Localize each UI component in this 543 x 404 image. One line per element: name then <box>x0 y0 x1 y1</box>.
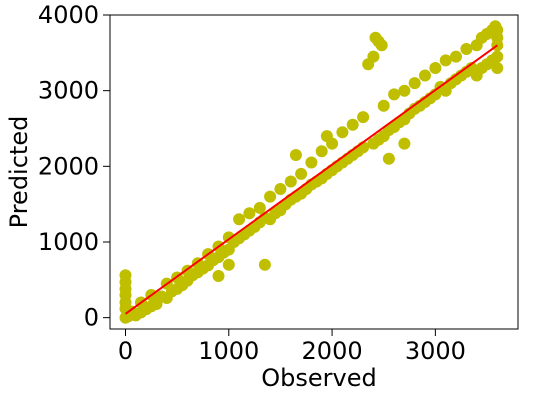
scatter-point <box>295 167 308 180</box>
y-axis-label: Predicted <box>5 116 33 229</box>
x-tick-label: 3000 <box>405 337 466 365</box>
scatter-point <box>336 126 349 139</box>
scatter-point <box>375 39 388 52</box>
scatter-point <box>439 54 452 67</box>
scatter-point <box>398 84 411 97</box>
scatter-point <box>450 50 462 63</box>
y-tick-label: 2000 <box>38 152 99 180</box>
y-axis-ticks: 0 1000 2000 3000 4000 <box>38 1 110 332</box>
y-tick-label: 4000 <box>38 1 99 29</box>
scatter-point <box>305 156 318 169</box>
scatter-point <box>377 99 390 112</box>
scatter-point <box>119 269 132 282</box>
scatter-point <box>258 258 271 271</box>
scatter-point <box>346 118 359 131</box>
scatter-point <box>212 270 225 282</box>
scatter-point <box>289 149 302 161</box>
x-tick-label: 0 <box>118 337 133 365</box>
scatter-points <box>119 20 504 324</box>
y-tick-label: 1000 <box>38 228 99 256</box>
scatter-point <box>388 88 401 101</box>
scatter-point <box>429 62 442 74</box>
scatter-point <box>315 145 328 158</box>
x-axis-ticks: 0 1000 2000 3000 <box>118 329 466 365</box>
scatter-point <box>382 152 395 165</box>
x-tick-label: 1000 <box>198 337 259 365</box>
scatter-point <box>243 207 256 220</box>
scatter-point <box>274 183 287 195</box>
fit-line <box>124 44 498 315</box>
scatter-point <box>253 201 266 214</box>
scatter-point <box>357 111 370 124</box>
y-tick-label: 0 <box>84 304 99 332</box>
scatter-point <box>419 69 431 82</box>
scatter-point <box>233 213 246 226</box>
y-tick-label: 3000 <box>38 77 99 105</box>
scatter-point <box>367 50 380 63</box>
x-tick-label: 2000 <box>302 337 363 365</box>
plot-frame <box>109 14 519 330</box>
scatter-point <box>398 137 411 150</box>
scatter-point <box>491 62 504 74</box>
scatter-point <box>222 258 235 271</box>
x-axis-label: Observed <box>261 364 376 392</box>
scatter-point <box>284 175 297 188</box>
scatter-point <box>408 77 421 90</box>
scatter-point <box>460 43 473 55</box>
fit-line-segment <box>124 44 498 315</box>
scatter-point <box>491 50 504 63</box>
scatter-point <box>264 190 277 203</box>
scatter-point <box>486 24 499 37</box>
scatter-point <box>326 137 339 150</box>
